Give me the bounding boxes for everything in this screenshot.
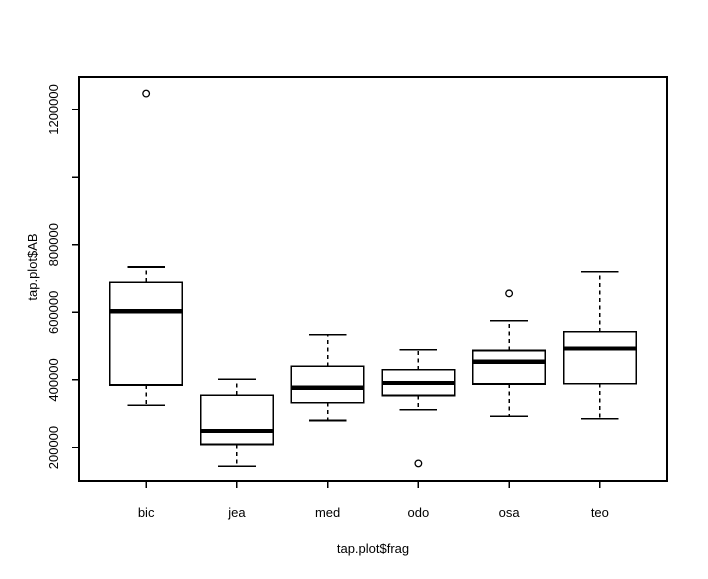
x-axis-category-label: odo	[408, 505, 430, 520]
x-axis-category-label: osa	[499, 505, 521, 520]
box-rect	[472, 349, 547, 385]
box-med	[290, 333, 365, 422]
box-teo	[562, 270, 637, 420]
y-axis-title: tap.plot$AB	[25, 233, 40, 300]
outlier-point	[414, 459, 423, 468]
box-rect	[109, 281, 184, 386]
box-osa	[472, 289, 547, 418]
x-axis-title: tap.plot$frag	[337, 541, 409, 556]
y-tick-label: 400000	[46, 358, 61, 401]
box-rect	[290, 365, 365, 404]
x-axis-category-label: bic	[138, 505, 155, 520]
box-jea	[199, 378, 274, 467]
plot-layer: 200000 400000 600000 800000 1200000 bic jea med…	[46, 76, 668, 520]
outlier-point	[142, 89, 151, 98]
y-tick-label: 1200000	[46, 84, 61, 135]
plot-frame	[78, 76, 668, 482]
x-axis-category-label: teo	[591, 505, 609, 520]
box-odo	[381, 349, 456, 468]
y-tick-label: 800000	[46, 223, 61, 266]
x-axis-category-label: jea	[227, 505, 246, 520]
x-axis-category-label: med	[315, 505, 340, 520]
box-bic	[109, 89, 184, 407]
y-tick-label: 200000	[46, 426, 61, 469]
box-rect	[199, 394, 274, 446]
box-rect	[562, 331, 637, 385]
outlier-point	[505, 289, 514, 298]
y-tick-label: 600000	[46, 291, 61, 334]
